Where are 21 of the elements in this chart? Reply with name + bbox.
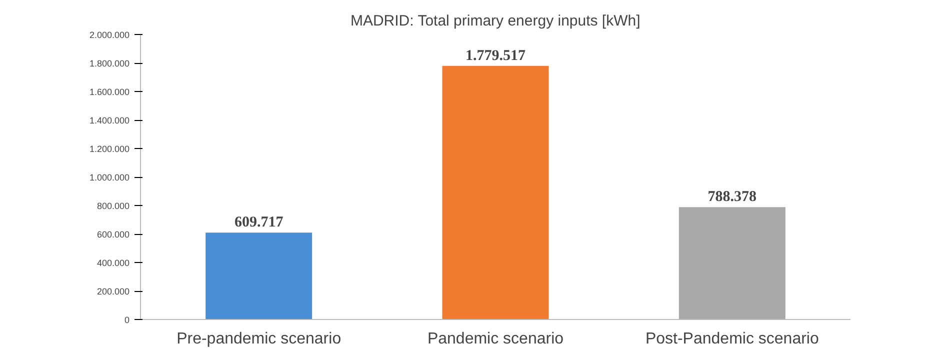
y-tick-label: 1.600.000 — [89, 87, 130, 97]
x-tick-label: Post-Pandemic scenario — [645, 330, 819, 348]
y-tick-label: 2.000.000 — [89, 30, 130, 40]
data-label: 1.779.517 — [466, 48, 526, 64]
bar — [206, 232, 312, 320]
bar — [442, 66, 549, 320]
y-tick-label: 400.000 — [96, 258, 130, 268]
y-tick-label: 1.400.000 — [89, 116, 130, 126]
y-tick-label: 600.000 — [96, 230, 130, 240]
chart-title: MADRID: Total primary energy inputs [kWh] — [350, 12, 640, 30]
y-tick-label: 1.800.000 — [89, 58, 130, 68]
y-tick-label: 800.000 — [96, 201, 130, 211]
y-tick-label: 1.200.000 — [89, 144, 130, 154]
y-tick-label: 200.000 — [96, 286, 130, 296]
y-tick-label: 1.000.000 — [89, 172, 130, 182]
data-label: 609.717 — [234, 214, 284, 231]
x-tick-label: Pre-pandemic scenario — [176, 330, 342, 348]
x-tick-label: Pandemic scenario — [427, 330, 564, 348]
bar — [678, 207, 786, 320]
y-tick-label: 0 — [124, 315, 130, 325]
data-label: 788.378 — [708, 189, 757, 206]
